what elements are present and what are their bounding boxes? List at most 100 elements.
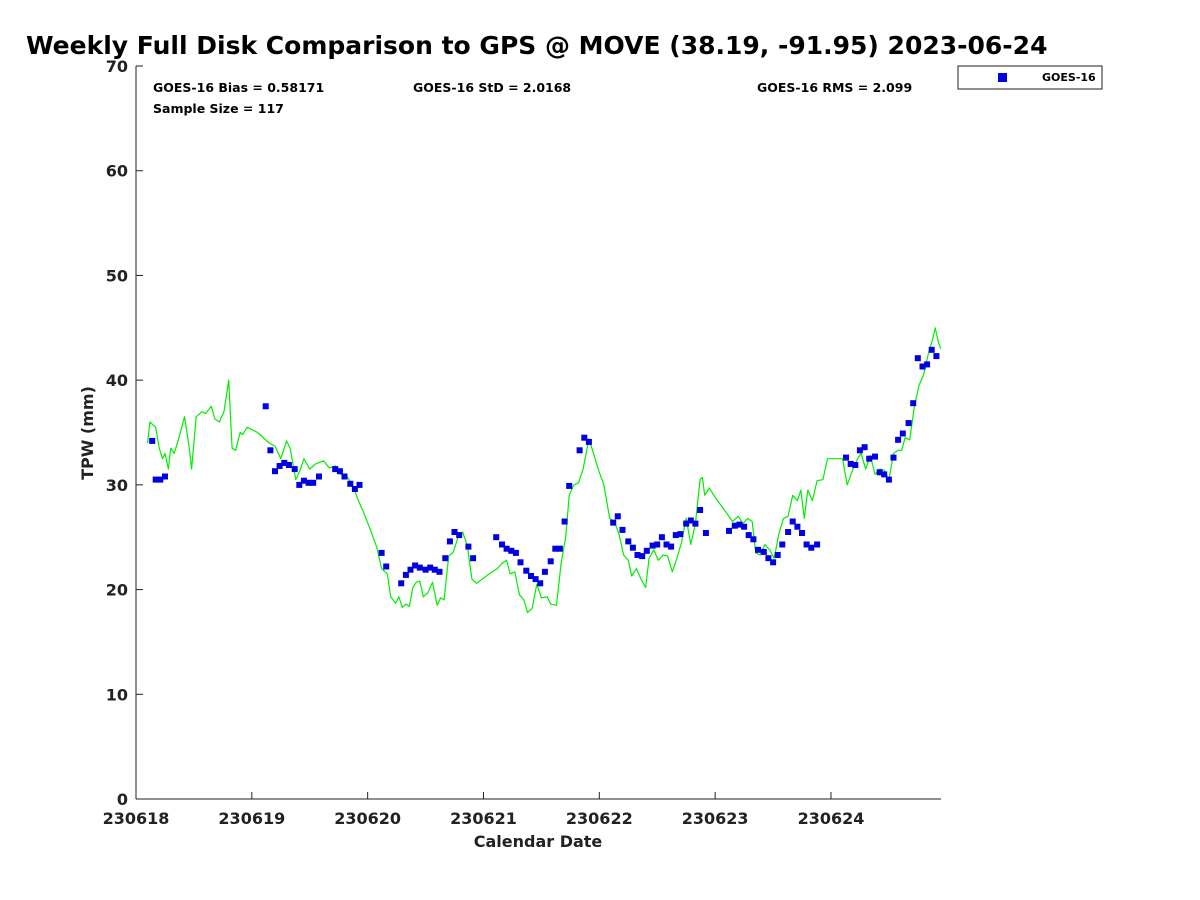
x-tick-label: 230623 (682, 809, 749, 828)
y-tick-label: 30 (106, 476, 128, 495)
goes-16-point (576, 447, 583, 454)
x-axis-ticks: 230618 230619 230620 230621 230622 230623 2306… (103, 792, 865, 828)
goes-16-point (808, 544, 815, 551)
y-tick-label: 20 (106, 581, 128, 600)
goes-16-point (614, 513, 621, 520)
goes-16-point (625, 538, 632, 545)
goes-16-point (383, 563, 390, 570)
goes-16-point (736, 521, 743, 528)
goes-16-point (692, 520, 699, 527)
goes-16-point (789, 518, 796, 525)
goes-16-point (281, 459, 288, 466)
goes-16-point (774, 552, 781, 558)
goes-16-point (262, 403, 269, 410)
goes-16-point (770, 559, 777, 566)
goes-16-point (162, 473, 168, 480)
goes-16-point (610, 519, 617, 526)
goes-16-point (508, 547, 515, 554)
goes-16-point (779, 541, 786, 548)
goes-16-point (852, 462, 859, 468)
chart-title: Weekly Full Disk Comparison to GPS @ MOV… (26, 31, 1047, 60)
goes-16-point (765, 555, 772, 562)
y-axis-label: TPW (mm) (78, 386, 97, 480)
goes-16-point (619, 526, 626, 533)
goes-16-point (741, 523, 748, 530)
x-tick-label: 230621 (450, 809, 517, 828)
y-tick-label: 60 (106, 162, 128, 181)
goes-16-point (924, 361, 931, 368)
goes-16-point (398, 580, 405, 587)
goes-16-point (634, 552, 641, 558)
goes-16-point (532, 576, 539, 583)
legend-marker-goes-16 (998, 73, 1007, 82)
goes-16-point (300, 477, 307, 484)
stat-sample-size: Sample Size = 117 (153, 101, 284, 116)
goes-16-point (351, 486, 358, 492)
goes-16-point (291, 466, 298, 473)
goes-16-point (843, 454, 849, 461)
goes-16-point (541, 568, 548, 575)
x-tick-label: 230624 (798, 809, 865, 828)
goes-16-point (895, 436, 902, 443)
goes-16-point (799, 530, 805, 536)
goes-16-point (512, 549, 519, 556)
goes-16-point (683, 520, 690, 527)
goes-16-point (470, 555, 477, 562)
x-tick-label: 230620 (334, 809, 401, 828)
goes-16-point (668, 543, 675, 550)
goes-16-point (561, 518, 568, 525)
goes-16-point (910, 400, 917, 407)
goes-16-point (402, 571, 409, 578)
goes-16-point (451, 529, 458, 535)
y-axis-ticks: 0 10 20 30 40 50 60 70 (106, 57, 143, 809)
goes-16-point (296, 481, 303, 488)
y-tick-label: 40 (106, 371, 128, 390)
goes-16-point (267, 447, 274, 454)
goes-16-point (347, 480, 354, 487)
goes-16-point (745, 532, 752, 539)
legend-box (957, 65, 1103, 90)
goes-16-point (378, 549, 385, 556)
goes-16-point (905, 420, 912, 427)
goes-16-point (861, 444, 868, 451)
goes-16-point (785, 529, 792, 535)
goes-16-point (697, 507, 704, 513)
goes-16-point (503, 545, 510, 552)
goes-16-point (412, 562, 419, 569)
goes-16-point (872, 453, 878, 460)
goes-16-point (629, 544, 636, 551)
goes-16-series (149, 346, 940, 587)
goes-16-point (552, 545, 559, 552)
stat-std: GOES-16 StD = 2.0168 (413, 80, 571, 95)
plot-area: 0 10 20 30 40 50 60 70 230618 230619 230620 230621… (103, 57, 942, 828)
goes-16-point (152, 476, 159, 483)
goes-16-point (427, 564, 434, 571)
goes-16-point (523, 567, 530, 574)
goes-16-point (547, 558, 554, 565)
goes-16-point (272, 468, 278, 475)
goes-16-point (755, 546, 761, 553)
goes-16-point (276, 463, 283, 469)
goes-16-point (336, 468, 343, 475)
goes-16-point (517, 559, 524, 566)
legend: GOES-16 (957, 65, 1103, 90)
goes-16-point (465, 543, 472, 550)
y-tick-label: 50 (106, 266, 128, 285)
goes-16-point (866, 455, 873, 462)
goes-16-point (654, 541, 661, 548)
y-tick-label: 70 (106, 57, 128, 76)
goes-16-point (885, 476, 892, 483)
goes-16-point (658, 534, 665, 541)
y-tick-label: 10 (106, 685, 128, 704)
goes-16-point (794, 523, 801, 530)
goes-16-point (310, 479, 317, 486)
x-tick-label: 230622 (566, 809, 633, 828)
goes-16-point (585, 438, 592, 445)
goes-16-point (687, 517, 694, 524)
x-axis-label: Calendar Date (474, 832, 603, 851)
goes-16-point (149, 437, 156, 444)
goes-16-point (803, 541, 810, 548)
goes-16-point (356, 481, 363, 488)
goes-16-point (876, 469, 883, 476)
goes-16-point (677, 531, 684, 538)
